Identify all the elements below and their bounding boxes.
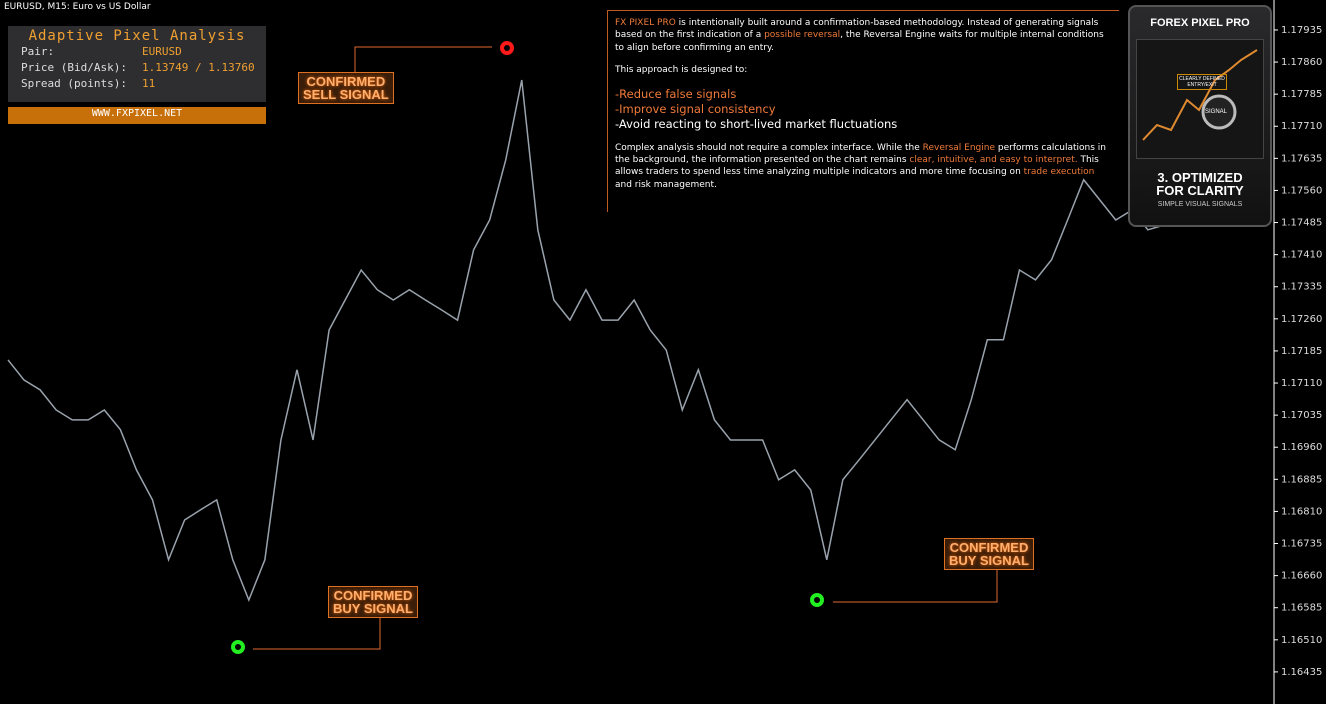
y-tick-label: 1.16810 bbox=[1281, 506, 1322, 517]
inner-signal: SIGNAL bbox=[1205, 109, 1228, 115]
card-illustration bbox=[1142, 49, 1258, 141]
y-tick-label: 1.16885 bbox=[1281, 474, 1322, 485]
row-value: 1.13749 / 1.13760 bbox=[142, 61, 255, 74]
info-panel: Adaptive Pixel Analysis Pair: EURUSD Pric… bbox=[8, 26, 266, 102]
inner-label: CLEARLY DEFINED ENTRY/EXIT bbox=[1177, 74, 1227, 90]
buy-marker bbox=[810, 593, 824, 607]
row-label: Pair: bbox=[21, 45, 55, 58]
y-tick-label: 1.16735 bbox=[1281, 539, 1322, 550]
website-link[interactable]: WWW.FXPIXEL.NET bbox=[8, 107, 266, 124]
y-tick-label: 1.17185 bbox=[1281, 346, 1322, 357]
row-value: EURUSD bbox=[142, 45, 182, 58]
price-line bbox=[7, 79, 1181, 603]
signal-text: SELL SIGNAL bbox=[303, 87, 389, 102]
bullet: -Avoid reacting to short-lived market fl… bbox=[615, 116, 898, 131]
connector bbox=[833, 569, 998, 603]
connector bbox=[253, 614, 381, 650]
text: clear, intuitive, and easy to interpret. bbox=[909, 155, 1078, 166]
buy-marker bbox=[231, 640, 245, 654]
illustration-line bbox=[1142, 49, 1258, 141]
y-tick-label: 1.16510 bbox=[1281, 635, 1322, 646]
heading-line: 3. OPTIMIZED bbox=[1157, 170, 1243, 185]
y-tick-label: 1.17035 bbox=[1281, 410, 1322, 421]
chart-title: EURUSD, M15: Euro vs US Dollar bbox=[4, 2, 151, 12]
paragraph: FX PIXEL PRO is intentionally built arou… bbox=[615, 17, 1113, 54]
text: performs calculations in the background,… bbox=[615, 142, 1107, 166]
signal-text: BUY SIGNAL bbox=[333, 601, 413, 616]
signal-text: CONFIRMED bbox=[949, 540, 1029, 555]
y-tick-label: 1.17935 bbox=[1281, 25, 1322, 36]
signal-label: CONFIRMED BUY SIGNAL bbox=[944, 538, 1034, 570]
y-tick-label: 1.16585 bbox=[1281, 603, 1322, 614]
y-tick-label: 1.17860 bbox=[1281, 57, 1322, 68]
signal-text: BUY SIGNAL bbox=[949, 553, 1029, 568]
y-tick-label: 1.17710 bbox=[1281, 121, 1322, 132]
card-image: CLEARLY DEFINED ENTRY/EXIT SIGNAL bbox=[1136, 39, 1264, 159]
signal-text: CONFIRMED bbox=[306, 74, 386, 89]
signal-text: CONFIRMED bbox=[333, 588, 413, 603]
row-label: Price (Bid/Ask): bbox=[21, 61, 127, 74]
magnifier bbox=[1201, 94, 1237, 130]
y-tick-label: 1.17560 bbox=[1281, 185, 1322, 196]
bullet: -Reduce false signals bbox=[615, 86, 737, 101]
panel-row: Price (Bid/Ask): 1.13749 / 1.13760 bbox=[8, 60, 266, 76]
promo-card: FOREX PIXEL PRO CLEARLY DEFINED ENTRY/EX… bbox=[1128, 5, 1272, 227]
y-tick-label: 1.16435 bbox=[1281, 667, 1322, 678]
bullet: -Improve signal consistency bbox=[615, 101, 776, 116]
signal-label: CONFIRMED BUY SIGNAL bbox=[328, 586, 418, 618]
panel-row: Spread (points): 11 bbox=[8, 76, 266, 92]
y-tick-label: 1.17110 bbox=[1281, 378, 1322, 389]
text: This allows traders to spend less time a… bbox=[615, 155, 1099, 178]
y-tick-label: 1.17635 bbox=[1281, 153, 1322, 164]
text: possible reversal bbox=[764, 30, 841, 41]
text: Complex analysis should not require a co… bbox=[615, 142, 923, 153]
heading-line: FOR CLARITY bbox=[1156, 183, 1244, 198]
card-subheading: SIMPLE VISUAL SIGNALS bbox=[1157, 201, 1243, 208]
panel-title: Adaptive Pixel Analysis bbox=[28, 28, 246, 44]
text: is intentionally built around a confirma… bbox=[615, 18, 1099, 41]
text: and risk management. bbox=[615, 179, 717, 190]
y-tick-label: 1.17260 bbox=[1281, 314, 1322, 325]
text: trade execution bbox=[1023, 167, 1095, 178]
paragraph: Complex analysis should not require a co… bbox=[615, 142, 1113, 192]
paragraph: This approach is designed to: bbox=[615, 65, 748, 76]
y-tick-label: 1.17485 bbox=[1281, 218, 1322, 229]
row-label: Spread (points): bbox=[21, 77, 127, 90]
text: Reversal Engine bbox=[922, 142, 996, 153]
text: FX PIXEL PRO bbox=[615, 18, 676, 28]
card-brand: FOREX PIXEL PRO bbox=[1150, 17, 1250, 29]
description: FX PIXEL PRO is intentionally built arou… bbox=[607, 10, 1119, 212]
panel-row: Pair: EURUSD bbox=[8, 44, 266, 60]
text: , the Reversal Engine waits for multiple… bbox=[615, 30, 1104, 53]
bullets: -Reduce false signals -Improve signal con… bbox=[615, 87, 1113, 132]
y-tick-label: 1.17410 bbox=[1281, 250, 1322, 261]
y-tick-label: 1.17785 bbox=[1281, 89, 1322, 100]
card-heading: 3. OPTIMIZED FOR CLARITY bbox=[1130, 171, 1270, 197]
signal-label: CONFIRMED SELL SIGNAL bbox=[298, 72, 394, 104]
y-tick-label: 1.16660 bbox=[1281, 571, 1322, 582]
row-value: 11 bbox=[142, 77, 156, 90]
y-tick-label: 1.17335 bbox=[1281, 282, 1322, 293]
y-tick-label: 1.16960 bbox=[1281, 442, 1322, 453]
sell-marker bbox=[500, 41, 514, 55]
